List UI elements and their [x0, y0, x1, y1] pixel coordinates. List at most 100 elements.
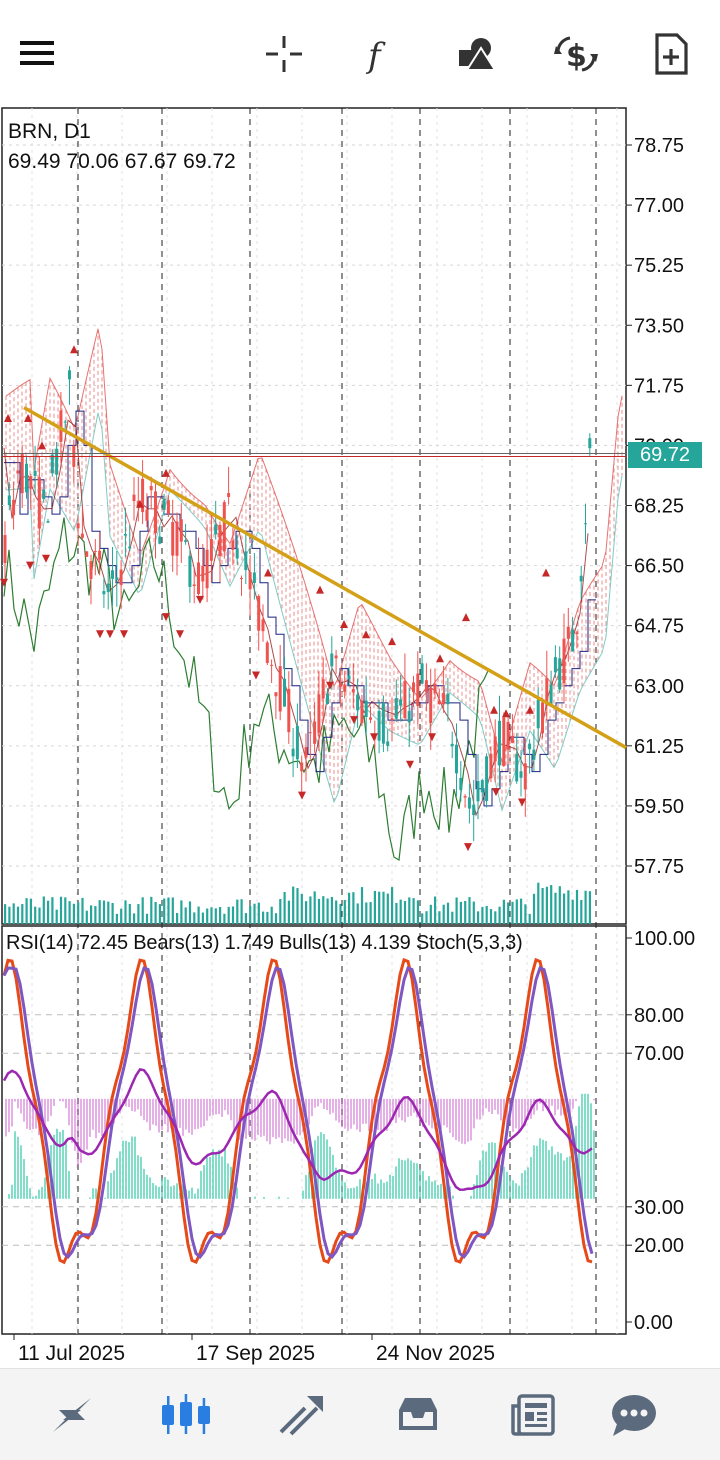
volume-bar [64, 897, 67, 924]
bulls-power-bar [539, 1138, 541, 1199]
objects-icon[interactable] [449, 26, 505, 82]
bears-power-bar [200, 1098, 202, 1128]
bears-power-bar [251, 1098, 253, 1140]
bears-power-bar [116, 1098, 118, 1116]
bears-power-bar [248, 1098, 250, 1136]
price-axis-label: 73.50 [634, 315, 684, 337]
bulls-power-bar [521, 1173, 523, 1199]
bulls-power-bar [59, 1131, 61, 1199]
bulls-power-bar [392, 1175, 394, 1199]
candle-body [98, 550, 102, 560]
bears-power-bar [35, 1098, 37, 1129]
candle-body [304, 747, 308, 758]
fractal-up-arrow [542, 568, 550, 577]
price-axis-label: 61.25 [634, 736, 684, 758]
candle-body [295, 725, 299, 760]
volume-bar [382, 891, 385, 924]
bulls-power-bar [401, 1159, 403, 1199]
volume-bar [257, 902, 260, 924]
bears-power-bar [29, 1098, 31, 1130]
messages-icon[interactable] [604, 1387, 664, 1443]
candle-body [115, 577, 119, 580]
bulls-power-bar [569, 1156, 571, 1199]
candle-body [171, 522, 175, 556]
bears-power-bar [59, 1098, 61, 1102]
volume-bar [412, 898, 415, 924]
price-chart[interactable]: 78.75 77.00 75.25 73.50 71.75 70.00 68.25 66.50… [0, 106, 720, 1368]
bulls-power-bar [119, 1151, 121, 1199]
menu-icon[interactable] [10, 26, 66, 82]
candle-body [214, 524, 218, 535]
bears-power-bar [401, 1098, 403, 1121]
volume-bar [317, 898, 321, 924]
bulls-power-bar [329, 1146, 331, 1199]
bulls-power-bar [563, 1160, 565, 1199]
news-icon[interactable] [504, 1387, 564, 1443]
volume-bar [287, 900, 290, 924]
bulls-power-bar [446, 1182, 448, 1199]
history-icon[interactable] [388, 1387, 448, 1443]
volume-bar [145, 913, 149, 924]
current-price-badge: 69.72 [628, 442, 702, 468]
bulls-power-bar [536, 1145, 538, 1199]
candle-body [506, 721, 510, 750]
volume-bar [498, 906, 501, 924]
fractal-up-arrow [70, 345, 78, 354]
bears-power-bar [347, 1098, 349, 1131]
bears-power-bar [542, 1098, 544, 1112]
volume-bar [489, 909, 493, 924]
candle-body [29, 476, 33, 489]
bulls-power-bar [116, 1158, 118, 1199]
volume-bar [120, 908, 123, 924]
bears-power-bar [314, 1098, 316, 1108]
bears-power-bar [554, 1098, 556, 1116]
fractal-down-arrow [42, 554, 50, 563]
bulls-power-bar [95, 1188, 97, 1199]
bears-power-bar [272, 1098, 274, 1138]
candle-body [291, 748, 295, 757]
candle-body [37, 477, 41, 529]
volume-bar [219, 906, 222, 924]
chart-icon[interactable] [156, 1387, 216, 1443]
bears-power-bar [389, 1098, 391, 1125]
volume-bar [77, 902, 80, 924]
volume-bar [335, 900, 338, 924]
bears-power-bar [293, 1098, 295, 1144]
candle-body [399, 699, 403, 706]
volume-bar [107, 901, 110, 924]
volume-bar [434, 896, 437, 924]
bulls-power-bar [326, 1139, 328, 1199]
bulls-power-bar [422, 1171, 424, 1199]
volume-bar [266, 911, 269, 924]
indicator-axis-label: 0.00 [634, 1312, 673, 1334]
candle-body [106, 583, 110, 593]
volume-bar [481, 907, 484, 924]
bulls-power-bar [491, 1142, 493, 1199]
bulls-power-bar [308, 1171, 310, 1199]
bears-power-bar [110, 1098, 112, 1129]
candle-body [313, 721, 317, 744]
new-order-icon[interactable] [643, 26, 699, 82]
function-icon[interactable]: f [350, 26, 406, 82]
bulls-power-bar [356, 1186, 358, 1199]
candle-body [536, 699, 540, 729]
quotes-icon[interactable] [42, 1387, 102, 1443]
fractal-down-arrow [106, 630, 114, 639]
fractal-up-arrow [24, 413, 32, 422]
bears-power-bar [353, 1098, 355, 1125]
trade-icon[interactable]: $ [548, 26, 604, 82]
candle-body [476, 781, 480, 802]
volume-bar [563, 893, 566, 924]
bears-power-bar [233, 1098, 235, 1132]
bulls-power-bar [593, 1130, 595, 1199]
volume-bar [270, 906, 273, 924]
trade-nav-icon[interactable] [272, 1387, 332, 1443]
volume-bar [399, 899, 402, 924]
bears-power-bar [278, 1098, 280, 1138]
bears-power-bar [455, 1098, 457, 1141]
bottom-navigation [0, 1368, 720, 1460]
candle-body [545, 678, 549, 706]
bears-power-bar [527, 1098, 529, 1120]
crosshair-icon[interactable] [256, 26, 312, 82]
candle-body [42, 489, 46, 500]
